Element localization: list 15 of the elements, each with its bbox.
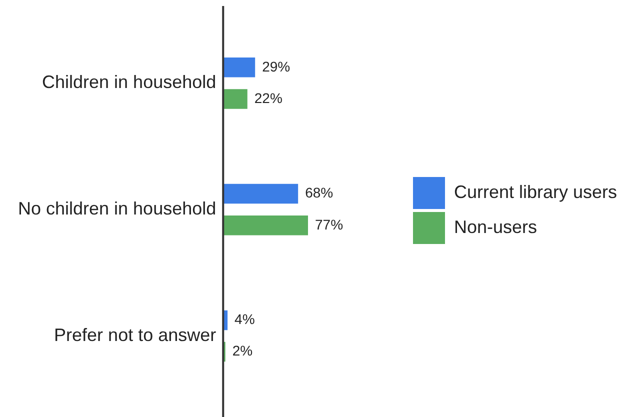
y-tick-label: No children in household [18, 198, 216, 219]
data-label: 2% [232, 342, 253, 359]
legend-label: Current library users [454, 182, 618, 203]
y-tick-label: Prefer not to answer [54, 324, 216, 345]
data-label: 68% [305, 184, 334, 201]
bar [223, 58, 256, 78]
legend-label: Non-users [454, 217, 538, 238]
data-label: 4% [234, 311, 255, 328]
data-label: 22% [254, 90, 282, 106]
bar [223, 184, 298, 204]
bar [223, 216, 308, 236]
y-tick-label: Children in household [42, 72, 216, 92]
data-label: 29% [262, 58, 290, 74]
bar [223, 89, 248, 109]
data-label: 77% [315, 216, 344, 232]
